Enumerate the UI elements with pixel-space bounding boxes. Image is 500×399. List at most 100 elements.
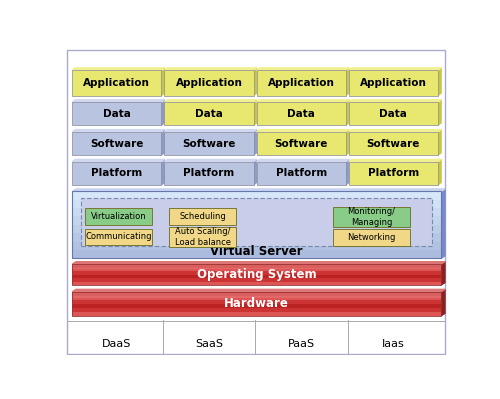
- Text: Platform: Platform: [368, 168, 419, 178]
- Polygon shape: [72, 262, 445, 264]
- Bar: [72, 200, 441, 208]
- Text: Application: Application: [84, 78, 150, 88]
- Bar: [256, 132, 346, 155]
- Polygon shape: [441, 262, 445, 285]
- Bar: [72, 216, 441, 225]
- Bar: [349, 102, 438, 125]
- Bar: [256, 102, 346, 125]
- Polygon shape: [256, 68, 349, 70]
- Polygon shape: [164, 160, 256, 162]
- Text: Application: Application: [176, 78, 242, 88]
- Text: Operating System: Operating System: [197, 268, 316, 281]
- Polygon shape: [72, 289, 445, 292]
- Polygon shape: [72, 160, 164, 162]
- Bar: [72, 102, 162, 125]
- Bar: [256, 70, 346, 95]
- Polygon shape: [162, 130, 164, 155]
- Bar: [72, 162, 162, 185]
- Bar: [164, 162, 254, 185]
- Text: Data: Data: [103, 109, 130, 119]
- Polygon shape: [441, 189, 445, 258]
- Text: Software: Software: [182, 138, 236, 148]
- Polygon shape: [162, 160, 164, 185]
- Bar: [72, 271, 441, 275]
- Text: Monitoring/
Managing: Monitoring/ Managing: [348, 207, 396, 227]
- Bar: [72, 296, 441, 300]
- Text: Data: Data: [288, 109, 315, 119]
- Bar: [72, 233, 441, 241]
- Polygon shape: [349, 160, 441, 162]
- Polygon shape: [162, 68, 164, 95]
- Polygon shape: [72, 130, 164, 132]
- Bar: [72, 267, 441, 271]
- Text: Platform: Platform: [91, 168, 142, 178]
- Text: Platform: Platform: [276, 168, 327, 178]
- Bar: [72, 225, 441, 233]
- Polygon shape: [164, 68, 256, 70]
- Bar: [72, 308, 441, 312]
- Bar: [164, 132, 254, 155]
- Text: PaaS: PaaS: [288, 340, 315, 350]
- Bar: [72, 300, 441, 304]
- Text: Application: Application: [268, 78, 334, 88]
- Text: DaaS: DaaS: [102, 340, 132, 350]
- Bar: [349, 70, 438, 95]
- Polygon shape: [72, 68, 164, 70]
- Bar: [72, 241, 441, 250]
- Bar: [72, 292, 441, 296]
- Bar: [72, 191, 441, 200]
- FancyBboxPatch shape: [332, 229, 410, 246]
- Polygon shape: [256, 160, 349, 162]
- Polygon shape: [349, 68, 441, 70]
- Polygon shape: [349, 130, 441, 132]
- Bar: [72, 208, 441, 217]
- Polygon shape: [254, 100, 256, 125]
- Bar: [72, 292, 441, 316]
- Text: Virtual Server: Virtual Server: [210, 245, 303, 258]
- Bar: [72, 250, 441, 258]
- Polygon shape: [256, 100, 349, 102]
- Bar: [72, 281, 441, 285]
- Text: Data: Data: [380, 109, 407, 119]
- Bar: [72, 70, 162, 95]
- Bar: [72, 304, 441, 308]
- Polygon shape: [346, 68, 349, 95]
- Bar: [72, 192, 441, 258]
- Bar: [81, 198, 432, 246]
- Bar: [72, 132, 162, 155]
- Polygon shape: [441, 289, 445, 316]
- Polygon shape: [164, 130, 256, 132]
- Polygon shape: [438, 100, 441, 125]
- Text: Iaas: Iaas: [382, 340, 405, 350]
- Polygon shape: [346, 130, 349, 155]
- Text: Software: Software: [90, 138, 144, 148]
- Text: Software: Software: [274, 138, 328, 148]
- Bar: [349, 132, 438, 155]
- Bar: [72, 264, 441, 285]
- Bar: [72, 264, 441, 269]
- Polygon shape: [72, 189, 445, 192]
- Bar: [349, 162, 438, 185]
- Polygon shape: [162, 100, 164, 125]
- Text: Application: Application: [360, 78, 427, 88]
- Polygon shape: [346, 160, 349, 185]
- Bar: [72, 278, 441, 282]
- Text: Data: Data: [195, 109, 223, 119]
- Text: SaaS: SaaS: [195, 340, 223, 350]
- Bar: [72, 274, 441, 278]
- Bar: [164, 70, 254, 95]
- FancyBboxPatch shape: [84, 229, 152, 245]
- Polygon shape: [72, 100, 164, 102]
- Text: Platform: Platform: [184, 168, 234, 178]
- FancyBboxPatch shape: [332, 207, 410, 227]
- Text: Virtualization: Virtualization: [90, 212, 146, 221]
- Polygon shape: [254, 68, 256, 95]
- Polygon shape: [438, 160, 441, 185]
- Polygon shape: [164, 100, 256, 102]
- Polygon shape: [256, 130, 349, 132]
- Polygon shape: [254, 130, 256, 155]
- Polygon shape: [349, 100, 441, 102]
- Bar: [72, 292, 441, 298]
- Text: Scheduling: Scheduling: [180, 212, 226, 221]
- Polygon shape: [254, 160, 256, 185]
